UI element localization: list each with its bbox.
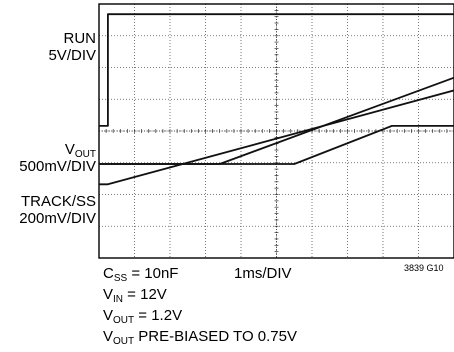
track-label: TRACK/SS 200mV/DIV [19, 193, 96, 227]
run-trace [99, 13, 454, 127]
track-scale: 200mV/DIV [19, 210, 96, 227]
timebase-label: 1ms/DIV [234, 265, 292, 282]
vout-condition: VOUT = 1.2V [103, 307, 183, 326]
vout-label: VOUT 500mV/DIV [19, 141, 96, 175]
prebias-condition: VOUT PRE-BIASED TO 0.75V [103, 328, 297, 347]
track-ss-trace [99, 125, 454, 165]
track-name: TRACK/SS [20, 193, 96, 210]
vout-name: VOUT [64, 141, 96, 160]
traces [99, 13, 454, 186]
figure-id: 3839 G10 [404, 263, 444, 273]
vout-ramp-trace [99, 89, 454, 186]
run-label: RUN 5V/DIV [48, 30, 96, 64]
vin-condition: VIN = 12V [103, 286, 167, 305]
run-name: RUN [63, 30, 97, 47]
vout-scale: 500mV/DIV [19, 158, 96, 175]
css-condition: CSS = 10nF [103, 265, 179, 284]
run-scale: 5V/DIV [48, 47, 96, 64]
plot-frame [98, 3, 454, 259]
graticule [99, 4, 454, 259]
